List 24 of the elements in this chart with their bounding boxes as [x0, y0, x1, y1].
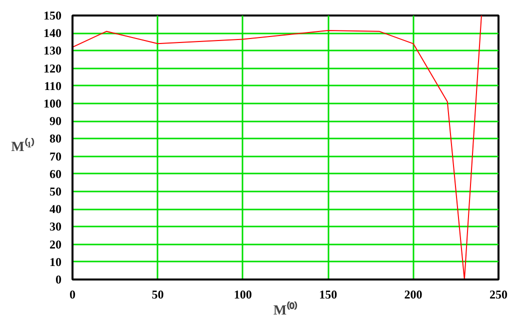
x-tick-label: 100	[234, 288, 252, 302]
x-tick-label: 50	[152, 288, 164, 302]
y-tick-label: 40	[50, 202, 62, 216]
y-axis-title: M⁽¹⁾	[11, 138, 35, 155]
x-tick-label: 250	[490, 288, 508, 302]
y-tick-label: 70	[50, 149, 62, 164]
y-tick-label: 140	[44, 26, 62, 40]
y-tick-label: 100	[44, 96, 62, 110]
y-tick-label: 120	[44, 61, 62, 76]
x-tick-label: 150	[319, 288, 338, 302]
y-tick-label: 30	[50, 220, 62, 234]
x-tick-label: 200	[404, 288, 422, 302]
y-tick-label: 150	[44, 8, 62, 22]
y-tick-label: 0	[56, 272, 62, 286]
y-tick-label: 50	[50, 184, 62, 198]
y-tick-label: 130	[44, 44, 62, 58]
y-tick-label: 10	[50, 254, 62, 269]
y-tick-label: 110	[44, 78, 62, 93]
y-tick-label: 60	[50, 166, 62, 181]
y-tick-label: 80	[50, 132, 62, 146]
x-axis-title: M⁽⁰⁾	[273, 302, 298, 318]
y-tick-label: 20	[50, 237, 62, 252]
y-tick-label: 90	[50, 114, 62, 128]
x-tick-label: 0	[70, 288, 76, 302]
